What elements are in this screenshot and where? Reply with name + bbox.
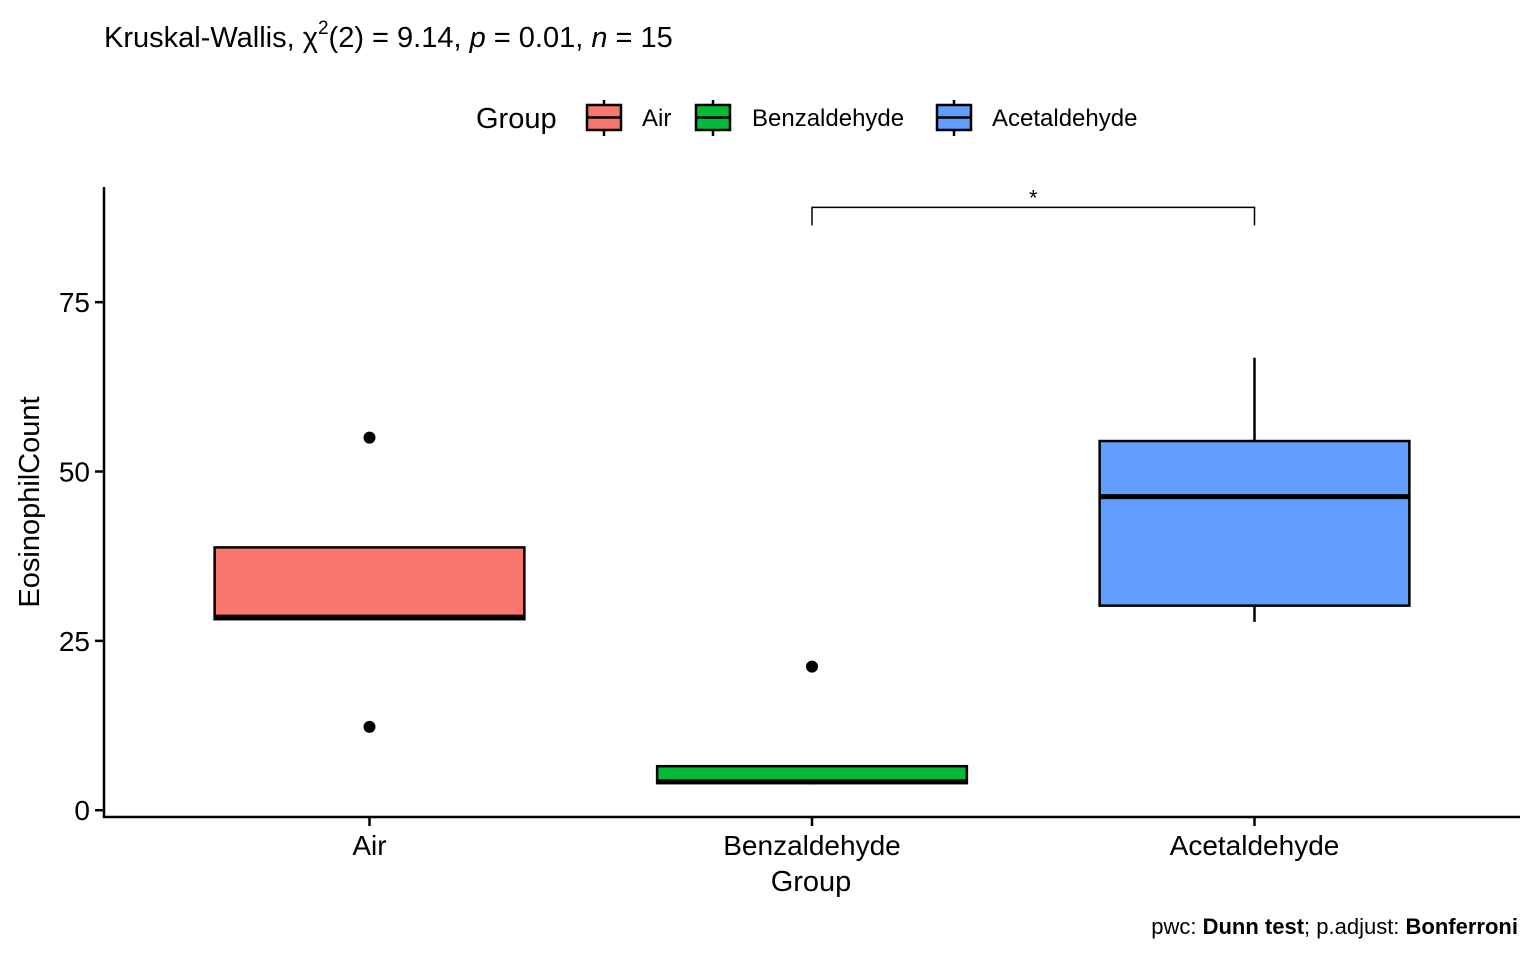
comparison-bracket xyxy=(811,206,1256,226)
caption-adjust-label: ; p.adjust: xyxy=(1304,914,1406,939)
outlier-point xyxy=(363,720,376,733)
legend-label-benzaldehyde: Benzaldehyde xyxy=(752,105,904,132)
legend-key-benzaldehyde xyxy=(694,100,732,136)
x-axis-title: Group xyxy=(771,866,852,898)
y-tick-label: 0 xyxy=(74,795,90,826)
box-body xyxy=(1098,439,1411,607)
y-tick-label: 25 xyxy=(59,626,90,657)
box-acetaldehyde xyxy=(1098,357,1411,622)
y-axis-ticks: 0 25 50 75 xyxy=(59,287,104,826)
x-axis-ticks: Air Benzaldehyde Acetaldehyde xyxy=(352,817,1339,861)
legend-key-acetaldehyde xyxy=(935,100,973,136)
subtitle-chi-sup: 2 xyxy=(318,18,329,39)
y-tick-label: 50 xyxy=(59,457,90,488)
box-air xyxy=(213,431,526,733)
chart-subtitle: Kruskal-Wallis, χ2(2) = 9.14, p = 0.01, … xyxy=(104,18,673,54)
subtitle-n-symbol: n xyxy=(591,22,607,54)
x-tick-label: Benzaldehyde xyxy=(723,830,900,861)
caption-adjust-method: Bonferroni xyxy=(1406,914,1518,939)
box-series xyxy=(213,357,1411,785)
legend-title: Group xyxy=(476,103,557,135)
comparison-significance: * xyxy=(1029,185,1038,210)
outlier-point xyxy=(363,431,376,444)
subtitle-df: (2) = 9.14, xyxy=(329,22,470,54)
y-axis-title: EosinophilCount xyxy=(14,396,46,607)
subtitle-p-symbol: p xyxy=(469,22,486,54)
legend-key-air xyxy=(585,100,623,136)
y-tick-label: 75 xyxy=(59,287,90,318)
caption-pwc-method: Dunn test xyxy=(1203,914,1305,939)
outlier-point xyxy=(806,660,818,673)
legend-label-acetaldehyde: Acetaldehyde xyxy=(992,105,1137,132)
box-benzaldehyde xyxy=(655,660,969,785)
caption-pwc-label: pwc: xyxy=(1151,914,1202,939)
box-body xyxy=(213,546,526,621)
legend-label-air: Air xyxy=(642,105,671,132)
subtitle-n-value: = 15 xyxy=(608,22,673,54)
legend: Group Air Benzaldehyde Acetaldehyde xyxy=(476,100,1137,136)
subtitle-prefix: Kruskal-Wallis, xyxy=(104,22,303,54)
subtitle-chi: χ xyxy=(303,22,318,54)
comparison-brackets: * xyxy=(811,185,1256,226)
subtitle-p-value: = 0.01, xyxy=(486,22,592,54)
x-tick-label: Acetaldehyde xyxy=(1170,830,1340,861)
chart-caption: pwc: Dunn test; p.adjust: Bonferroni xyxy=(1151,914,1518,939)
x-tick-label: Air xyxy=(352,830,386,861)
